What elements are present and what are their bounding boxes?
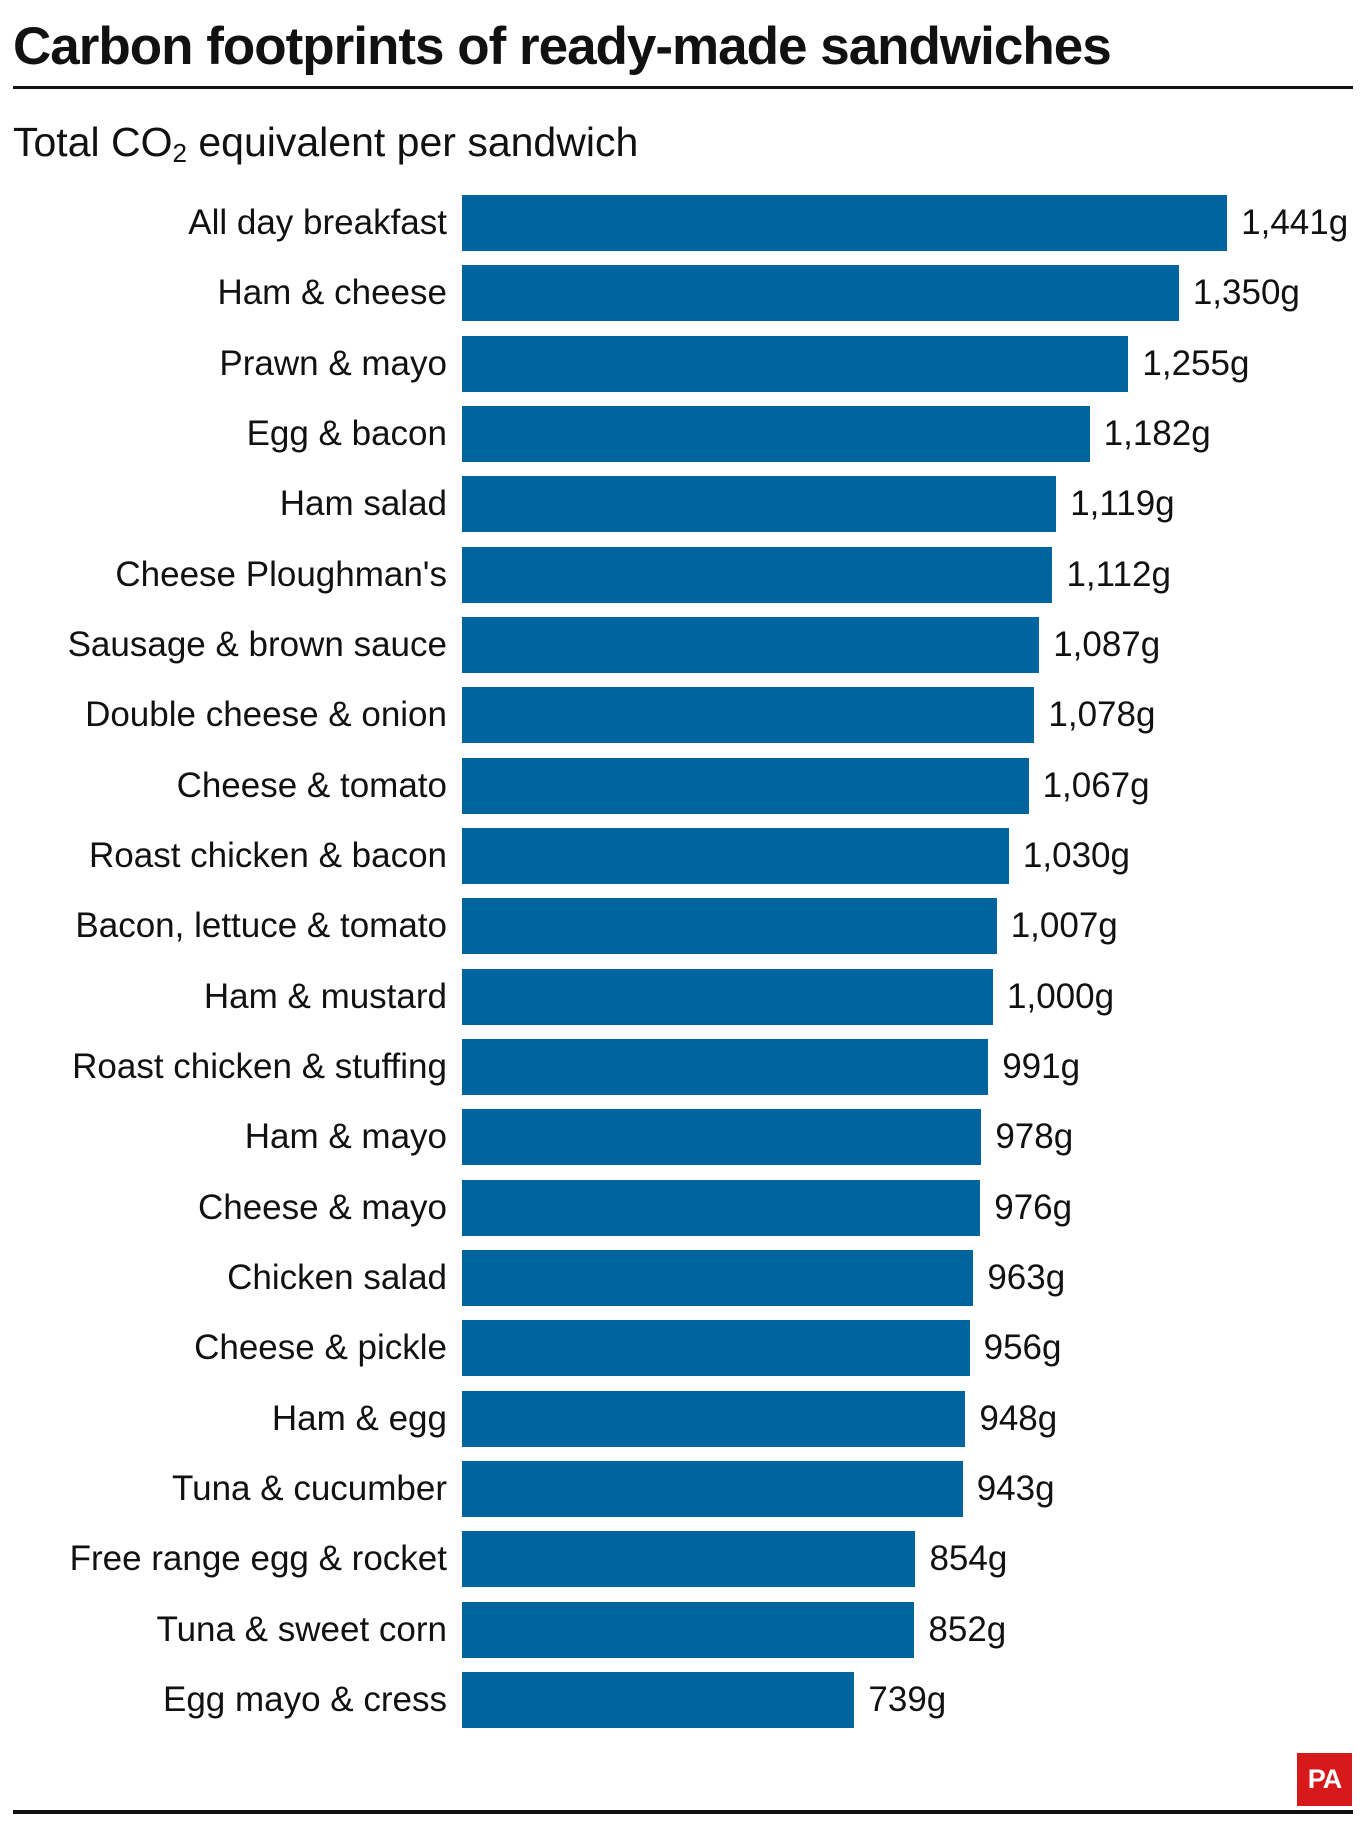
bar-row: Cheese & pickle 956g — [0, 1320, 1366, 1377]
bar — [462, 1038, 989, 1095]
bar-row: Egg & bacon 1,182g — [0, 405, 1366, 462]
value-label: 1,007g — [1010, 906, 1118, 946]
value-label: 1,119g — [1070, 484, 1175, 524]
category-label: Cheese & tomato — [176, 765, 447, 805]
bar-row: Ham & egg 948g — [0, 1390, 1366, 1447]
bar-row: Ham salad 1,119g — [0, 476, 1366, 533]
value-label: 1,078g — [1048, 695, 1156, 735]
value-label: 1,030g — [1022, 835, 1130, 875]
value-label: 956g — [983, 1328, 1062, 1368]
subtitle-subscript: 2 — [172, 138, 187, 168]
bar — [462, 1601, 915, 1658]
bar — [462, 546, 1053, 603]
category-label: Prawn & mayo — [219, 343, 447, 383]
subtitle-suffix: equivalent per sandwich — [186, 119, 639, 165]
value-label: 1,067g — [1042, 765, 1150, 805]
category-label: Roast chicken & bacon — [89, 835, 447, 875]
bar — [462, 757, 1029, 814]
category-label: Sausage & brown sauce — [67, 624, 447, 664]
value-label: 1,182g — [1103, 413, 1211, 453]
bar-row: Bacon, lettuce & tomato 1,007g — [0, 898, 1366, 955]
bar — [462, 1179, 981, 1236]
category-label: Ham & mayo — [244, 1117, 447, 1157]
value-label: 943g — [976, 1468, 1055, 1508]
bar — [462, 1390, 966, 1447]
category-label: Tuna & sweet corn — [156, 1609, 447, 1649]
title-divider — [13, 86, 1353, 89]
category-label: Tuna & cucumber — [172, 1468, 447, 1508]
bar-row: Cheese & tomato 1,067g — [0, 757, 1366, 814]
category-label: Cheese Ploughman's — [115, 554, 447, 594]
value-label: 854g — [929, 1539, 1008, 1579]
bar — [462, 1109, 982, 1166]
bar-row: Cheese Ploughman's 1,112g — [0, 546, 1366, 603]
category-label: Ham & egg — [271, 1398, 447, 1438]
bar — [462, 616, 1040, 673]
bar-row: Ham & mustard 1,000g — [0, 968, 1366, 1025]
value-label: 852g — [928, 1609, 1007, 1649]
bar-row: Egg mayo & cress 739g — [0, 1671, 1366, 1728]
category-label: Egg & bacon — [246, 413, 447, 453]
category-label: All day breakfast — [188, 203, 447, 242]
value-label: 1,350g — [1192, 273, 1300, 313]
bottom-divider — [13, 1810, 1353, 1814]
category-label: Ham & mustard — [203, 976, 447, 1016]
category-label: Free range egg & rocket — [69, 1539, 447, 1579]
bar — [462, 1320, 970, 1377]
value-label: 1,112g — [1066, 554, 1171, 594]
bar-row: Tuna & cucumber 943g — [0, 1460, 1366, 1517]
bar-row: Cheese & mayo 976g — [0, 1179, 1366, 1236]
bar-row: Free range egg & rocket 854g — [0, 1531, 1366, 1588]
bar-row: Prawn & mayo 1,255g — [0, 335, 1366, 392]
chart-subtitle: Total CO2 equivalent per sandwich — [13, 116, 638, 168]
bar — [462, 827, 1009, 884]
category-label: Cheese & mayo — [197, 1187, 447, 1227]
chart-title: Carbon footprints of ready-made sandwich… — [13, 17, 1112, 76]
bar-row: Double cheese & onion 1,078g — [0, 687, 1366, 744]
category-label: Bacon, lettuce & tomato — [75, 906, 447, 946]
value-label: 1,000g — [1007, 976, 1115, 1016]
value-label: 1,441g — [1241, 203, 1349, 242]
bar — [462, 335, 1129, 392]
value-label: 739g — [868, 1679, 947, 1719]
bar-row: Chicken salad 963g — [0, 1249, 1366, 1306]
value-label: 948g — [979, 1398, 1058, 1438]
pa-logo: PA — [1297, 1753, 1352, 1806]
value-label: 976g — [994, 1187, 1073, 1227]
bar — [462, 898, 997, 955]
bar — [462, 1460, 963, 1517]
category-label: Egg mayo & cress — [163, 1679, 447, 1719]
category-label: Double cheese & onion — [85, 695, 447, 735]
bar — [462, 265, 1179, 322]
bar — [462, 476, 1057, 533]
bar-row: Tuna & sweet corn 852g — [0, 1601, 1366, 1658]
category-label: Ham & cheese — [217, 273, 447, 313]
bar — [462, 687, 1035, 744]
bar — [462, 405, 1090, 462]
bar-row: Roast chicken & bacon 1,030g — [0, 827, 1366, 884]
subtitle-prefix: Total CO — [13, 119, 173, 165]
value-label: 1,255g — [1142, 343, 1250, 383]
bar — [462, 1671, 855, 1728]
value-label: 1,087g — [1053, 624, 1161, 664]
bar-row: Sausage & brown sauce 1,087g — [0, 616, 1366, 673]
category-label: Chicken salad — [227, 1257, 447, 1297]
bar — [462, 968, 993, 1025]
bar-row: Roast chicken & stuffing 991g — [0, 1038, 1366, 1095]
bar-row: Ham & cheese 1,350g — [0, 265, 1366, 322]
category-label: Cheese & pickle — [194, 1328, 447, 1368]
value-label: 978g — [995, 1117, 1074, 1157]
value-label: 963g — [987, 1257, 1066, 1297]
value-label: 991g — [1002, 1046, 1081, 1086]
bar-row: All day breakfast 1,441g — [0, 195, 1366, 251]
bar-row: Ham & mayo 978g — [0, 1109, 1366, 1166]
bar — [462, 1249, 974, 1306]
category-label: Roast chicken & stuffing — [72, 1046, 447, 1086]
bar — [462, 195, 1228, 251]
bar — [462, 1531, 916, 1588]
category-label: Ham salad — [279, 484, 447, 524]
